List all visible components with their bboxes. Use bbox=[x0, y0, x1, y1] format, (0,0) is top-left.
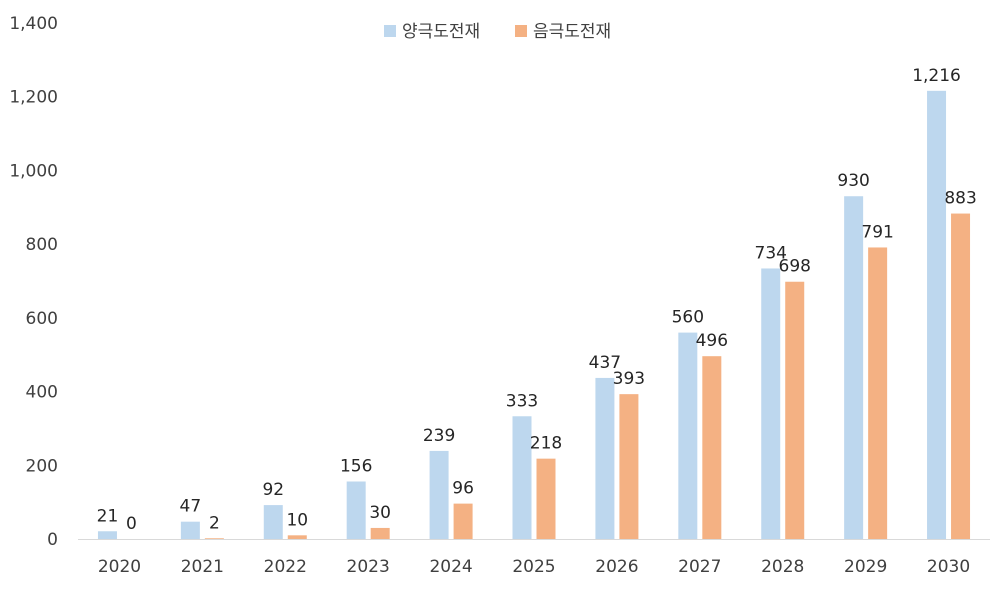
bar-yanggeuk bbox=[263, 505, 283, 539]
legend-swatch-yanggeuk bbox=[384, 25, 396, 37]
x-tick-label: 2028 bbox=[761, 557, 804, 577]
data-label-yanggeuk: 1,216 bbox=[912, 66, 961, 86]
data-label-yanggeuk: 333 bbox=[506, 391, 538, 411]
x-axis: 2020 2021 2022 2023 2024 2025 2026 2027 2028 2029… bbox=[78, 539, 990, 577]
bar-yanggeuk bbox=[927, 90, 947, 540]
bar-eumgeuk bbox=[951, 213, 971, 539]
data-label-eumgeuk: 218 bbox=[530, 434, 562, 454]
data-label-yanggeuk: 239 bbox=[423, 426, 455, 446]
x-tick-label: 2027 bbox=[678, 557, 721, 577]
bar-eumgeuk bbox=[619, 394, 639, 539]
data-label-eumgeuk: 0 bbox=[126, 514, 137, 534]
x-tick-label: 2021 bbox=[181, 557, 224, 577]
x-tick-label: 2023 bbox=[347, 557, 390, 577]
bar-eumgeuk bbox=[370, 527, 390, 539]
y-tick-label: 200 bbox=[26, 456, 58, 476]
bar-yanggeuk bbox=[761, 268, 781, 539]
y-tick-label: 1,400 bbox=[9, 14, 58, 34]
data-label-yanggeuk: 92 bbox=[262, 480, 284, 500]
y-tick-label: 1,000 bbox=[9, 161, 58, 181]
bar-yanggeuk bbox=[844, 196, 864, 539]
data-label-eumgeuk: 883 bbox=[944, 189, 976, 209]
bar-eumgeuk bbox=[204, 538, 224, 539]
data-label-yanggeuk: 47 bbox=[180, 497, 202, 517]
bar-eumgeuk bbox=[453, 503, 473, 539]
data-label-eumgeuk: 393 bbox=[613, 369, 645, 389]
bar-yanggeuk bbox=[595, 377, 615, 539]
bar-eumgeuk bbox=[287, 535, 307, 539]
data-label-eumgeuk: 10 bbox=[286, 510, 308, 530]
bar-yanggeuk bbox=[346, 481, 366, 539]
legend-label-eumgeuk: 음극도전재 bbox=[533, 22, 611, 42]
x-tick-label: 2020 bbox=[98, 557, 141, 577]
bar-yanggeuk bbox=[97, 531, 117, 539]
data-label-eumgeuk: 496 bbox=[696, 331, 728, 351]
data-label-eumgeuk: 791 bbox=[861, 222, 893, 242]
x-tick-label: 2029 bbox=[844, 557, 887, 577]
data-label-yanggeuk: 930 bbox=[837, 171, 869, 191]
bar-yanggeuk bbox=[512, 416, 532, 539]
data-label-eumgeuk: 30 bbox=[369, 503, 391, 523]
y-tick-label: 800 bbox=[26, 235, 58, 255]
legend: 양극도전재 음극도전재 bbox=[384, 22, 611, 42]
x-tick-label: 2022 bbox=[264, 557, 307, 577]
legend-swatch-eumgeuk bbox=[515, 25, 527, 37]
bars bbox=[97, 90, 971, 540]
bar-eumgeuk bbox=[785, 281, 805, 539]
legend-label-yanggeuk: 양극도전재 bbox=[402, 22, 480, 42]
bar-eumgeuk bbox=[702, 356, 722, 539]
y-tick-label: 0 bbox=[47, 530, 58, 550]
x-tick-label: 2025 bbox=[512, 557, 555, 577]
data-label-eumgeuk: 2 bbox=[209, 513, 220, 533]
x-tick-label: 2030 bbox=[927, 557, 970, 577]
bar-eumgeuk bbox=[868, 247, 888, 539]
data-label-eumgeuk: 96 bbox=[452, 479, 474, 499]
data-label-yanggeuk: 560 bbox=[672, 308, 704, 328]
data-label-yanggeuk: 437 bbox=[589, 353, 621, 373]
data-label-eumgeuk: 698 bbox=[779, 257, 811, 277]
x-tick-label: 2026 bbox=[595, 557, 638, 577]
bar-yanggeuk bbox=[429, 450, 449, 539]
y-axis: 0 200 400 600 800 1,000 1,200 1,400 bbox=[9, 14, 58, 550]
y-tick-label: 600 bbox=[26, 309, 58, 329]
bar-yanggeuk bbox=[678, 332, 698, 539]
data-label-yanggeuk: 734 bbox=[755, 243, 787, 263]
x-tick-label: 2024 bbox=[429, 557, 472, 577]
y-tick-label: 1,200 bbox=[9, 88, 58, 108]
data-label-yanggeuk: 21 bbox=[97, 506, 119, 526]
bar-yanggeuk bbox=[180, 521, 200, 539]
y-tick-label: 400 bbox=[26, 383, 58, 403]
data-label-yanggeuk: 156 bbox=[340, 457, 372, 477]
bar-eumgeuk bbox=[536, 458, 556, 539]
